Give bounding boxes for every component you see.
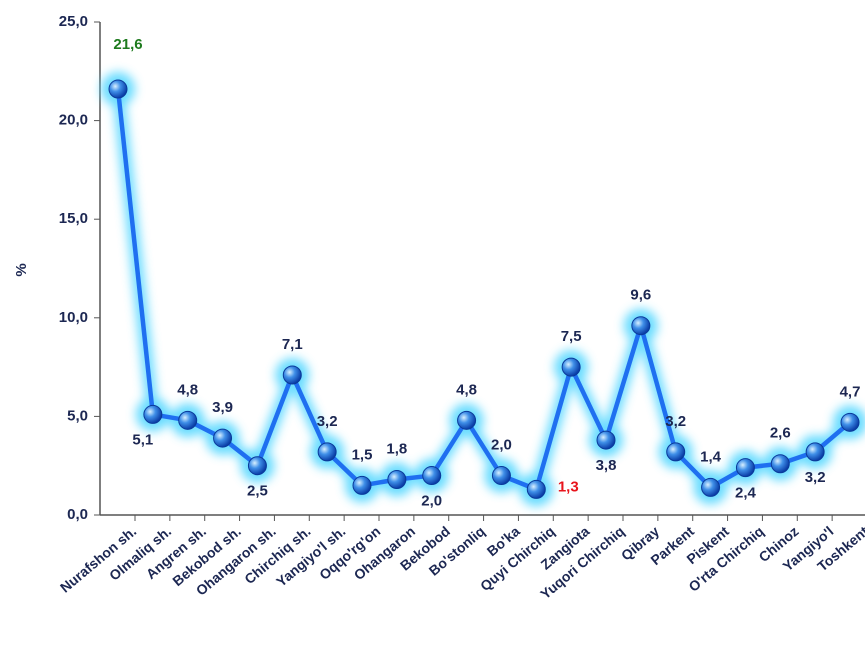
- data-label: 9,6: [630, 287, 651, 304]
- marker: [457, 410, 477, 430]
- data-label: 3,2: [805, 469, 826, 486]
- data-label: 1,8: [386, 440, 407, 457]
- y-tick-label: 0,0: [67, 506, 88, 523]
- data-label: 2,0: [421, 493, 442, 510]
- marker: [770, 454, 790, 474]
- marker: [282, 365, 302, 385]
- data-label: 3,8: [596, 457, 617, 474]
- data-label: 3,2: [665, 413, 686, 430]
- data-label: 1,5: [352, 446, 373, 463]
- y-tick-label: 15,0: [59, 210, 88, 227]
- data-label: 2,0: [491, 437, 512, 454]
- series-line: [115, 88, 852, 492]
- marker: [561, 357, 581, 377]
- marker: [735, 458, 755, 478]
- marker: [143, 404, 163, 424]
- marker: [247, 456, 267, 476]
- data-label: 2,6: [770, 425, 791, 442]
- data-label: 4,8: [177, 381, 198, 398]
- marker: [387, 470, 407, 490]
- marker: [213, 428, 233, 448]
- marker: [526, 479, 546, 499]
- data-label: 4,8: [456, 381, 477, 398]
- marker: [178, 410, 198, 430]
- data-label: 5,1: [132, 431, 153, 448]
- data-label: 3,9: [212, 399, 233, 416]
- marker: [317, 442, 337, 462]
- marker: [108, 79, 128, 99]
- marker: [422, 466, 442, 486]
- data-label: 3,2: [317, 413, 338, 430]
- marker: [631, 316, 651, 336]
- marker: [352, 475, 372, 495]
- data-label: 4,7: [840, 383, 861, 400]
- y-tick-label: 10,0: [59, 309, 88, 326]
- marker: [596, 430, 616, 450]
- data-label: 21,6: [113, 36, 142, 53]
- marker: [666, 442, 686, 462]
- data-label: 2,4: [735, 485, 757, 502]
- data-label: 7,5: [561, 328, 582, 345]
- data-label: 1,3: [558, 478, 579, 495]
- marker: [840, 412, 860, 432]
- data-label: 7,1: [282, 336, 303, 353]
- data-label: 1,4: [700, 448, 722, 465]
- marker: [701, 477, 721, 497]
- y-tick-label: 20,0: [59, 112, 88, 129]
- marker: [491, 466, 511, 486]
- y-tick-label: 5,0: [67, 407, 88, 424]
- y-axis-label: %: [13, 263, 30, 276]
- y-tick-label: 25,0: [59, 13, 88, 30]
- data-label: 2,5: [247, 483, 268, 500]
- marker: [805, 442, 825, 462]
